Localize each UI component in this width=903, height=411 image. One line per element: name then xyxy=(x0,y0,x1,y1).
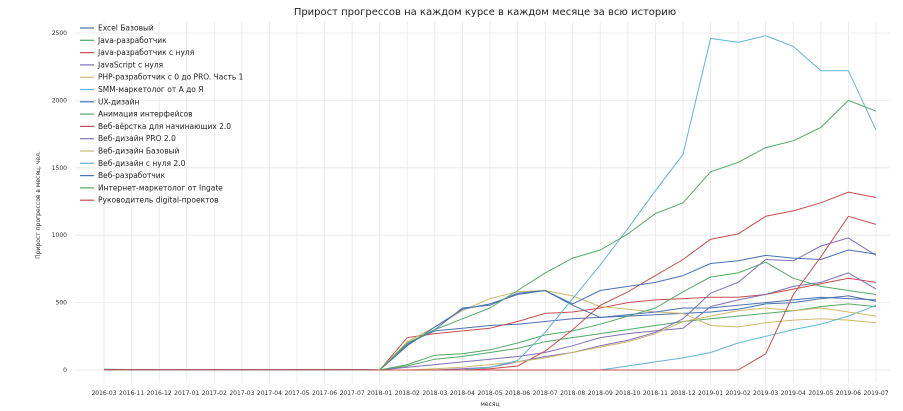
y-tick-label: 500 xyxy=(56,300,68,307)
legend-label: Java-разработчик с нуля xyxy=(97,48,194,57)
x-tick-labels: 2016-03 2016-11 2016-12 2017-01 2017-02 2017-… xyxy=(91,390,888,397)
legend-label: UX-дизайн xyxy=(98,97,139,106)
legend-label: Руководитель digital-проектов xyxy=(98,196,219,205)
y-tick-labels: 0 500 1000 1500 2000 2500 xyxy=(52,30,67,374)
x-tick-label: 2019-04 xyxy=(781,390,806,397)
x-tick-label: 2019-06 xyxy=(836,390,861,397)
legend-label: Веб-дизайн PRO 2.0 xyxy=(98,134,176,143)
x-tick-label: 2016-03 xyxy=(91,390,116,397)
y-axis-label: Прирост прогрессов в месяц, чел. xyxy=(35,151,42,259)
legend-label: PHP-разработчик с 0 до PRO. Часть 1 xyxy=(98,73,244,82)
x-tick-label: 2018-09 xyxy=(588,390,613,397)
x-tick-label: 2017-03 xyxy=(229,390,254,397)
x-tick-label: 2019-05 xyxy=(808,390,833,397)
legend-label: Excel Базовый xyxy=(98,24,154,33)
x-tick-label: 2017-01 xyxy=(174,390,199,397)
x-tick-label: 2016-12 xyxy=(147,390,172,397)
x-tick-label: 2018-07 xyxy=(533,390,558,397)
legend: Excel Базовый Java-разработчик Java-разраб… xyxy=(80,24,244,205)
legend-label: Веб-разработчик xyxy=(98,171,166,180)
y-tick-label: 1000 xyxy=(52,232,67,239)
chart-title: Прирост прогрессов на каждом курсе в каж… xyxy=(294,7,676,18)
legend-label: Веб-вёрстка для начинающих 2.0 xyxy=(98,122,231,131)
x-tick-label: 2018-10 xyxy=(615,390,640,397)
legend-label: Веб-дизайн Базовый xyxy=(98,147,180,156)
x-tick-label: 2017-02 xyxy=(202,390,227,397)
y-tick-label: 2500 xyxy=(52,30,67,37)
x-tick-label: 2019-02 xyxy=(726,390,751,397)
plot-background xyxy=(75,22,890,383)
legend-label: Анимация интерфейсов xyxy=(98,110,193,119)
y-tick-label: 2000 xyxy=(52,97,67,104)
x-tick-label: 2018-11 xyxy=(643,390,668,397)
x-tick-label: 2017-05 xyxy=(284,390,309,397)
legend-label: Java-разработчик xyxy=(97,36,167,45)
legend-label: Интернет-маркетолог от Ingate xyxy=(98,183,223,192)
x-tick-label: 2018-05 xyxy=(477,390,502,397)
y-tick-label: 1500 xyxy=(52,165,67,172)
x-tick-label: 2018-01 xyxy=(367,390,392,397)
x-tick-label: 2017-04 xyxy=(257,390,282,397)
y-tick-label: 0 xyxy=(63,367,67,374)
x-tick-label: 2017-06 xyxy=(312,390,337,397)
x-tick-label: 2018-04 xyxy=(450,390,475,397)
x-tick-label: 2019-07 xyxy=(863,390,888,397)
x-tick-label: 2018-02 xyxy=(395,390,420,397)
x-tick-label: 2018-06 xyxy=(505,390,530,397)
x-tick-label: 2018-08 xyxy=(560,390,585,397)
legend-label: SMM-маркетолог от А до Я xyxy=(98,85,203,94)
x-tick-label: 2019-03 xyxy=(753,390,778,397)
x-axis-label: месяц xyxy=(480,401,499,408)
x-tick-label: 2017-07 xyxy=(340,390,365,397)
x-tick-label: 2016-11 xyxy=(119,390,144,397)
x-tick-label: 2018-03 xyxy=(422,390,447,397)
series-line xyxy=(104,215,877,371)
series-lines xyxy=(103,35,877,371)
x-tick-label: 2018-12 xyxy=(670,390,695,397)
legend-label: JavaScript с нуля xyxy=(97,60,163,69)
x-tick-label: 2019-01 xyxy=(698,390,723,397)
grid xyxy=(75,22,890,383)
legend-label: Веб-дизайн с нуля 2.0 xyxy=(98,159,186,168)
